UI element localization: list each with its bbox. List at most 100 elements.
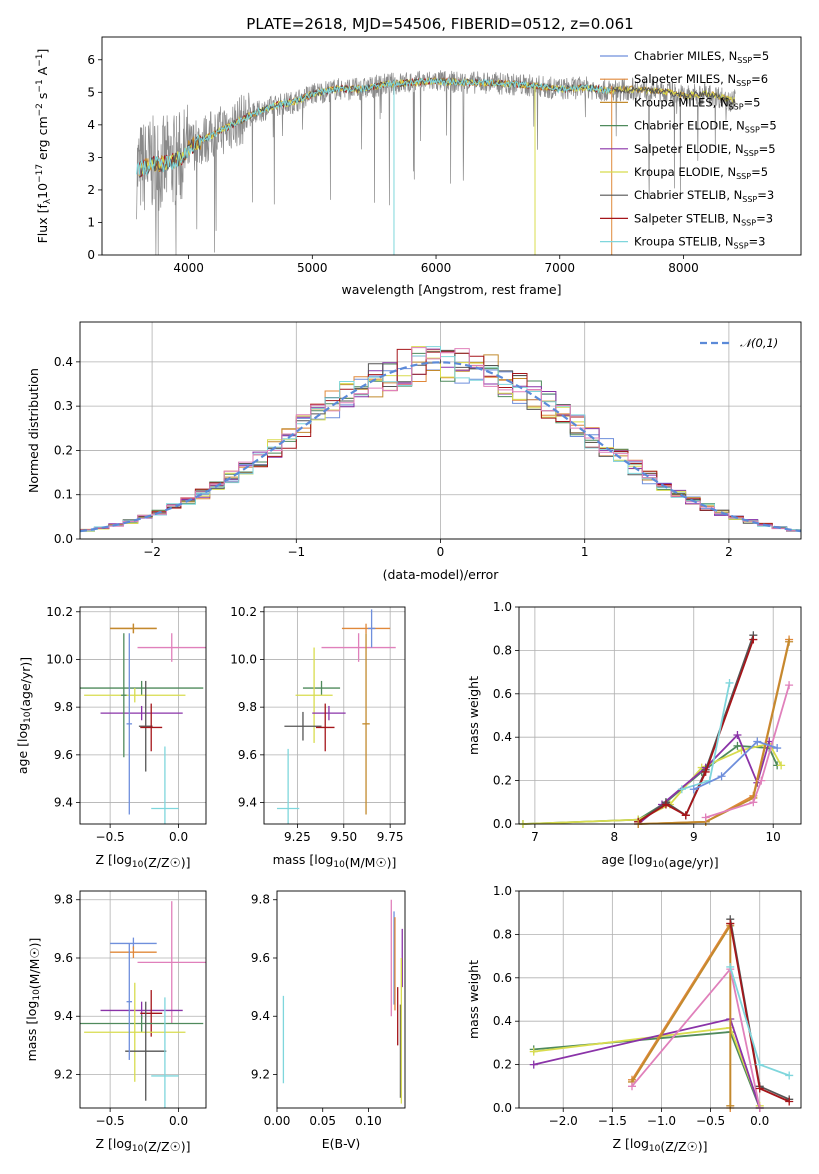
weight_vs_age-marker-4-4 <box>749 635 758 644</box>
mass_vs_Z-xtick-label-0: −0.5 <box>96 1114 125 1128</box>
weight_vs_age-series-4 <box>637 639 755 823</box>
spectrum-frame <box>101 36 802 256</box>
weight_vs_age-panel <box>515 606 801 828</box>
weight_vs_age-ytick-label-3: 0.6 <box>493 687 512 701</box>
residuals-hist-9 <box>80 347 801 532</box>
weight_vs_Z-marker-1-0 <box>529 1047 538 1056</box>
weight_vs_Z-ytick-label-5: 1.0 <box>493 884 512 898</box>
weight_vs_Z-marker-8-2 <box>785 1071 794 1080</box>
weight_vs_Z-marker-4-2 <box>726 1101 735 1110</box>
weight_vs_age-ytick-label-2: 0.4 <box>493 730 512 744</box>
weight_vs_Z-ytick-label-1: 0.2 <box>493 1058 512 1072</box>
spectrum-ytick-label-4: 4 <box>87 118 95 132</box>
weight_vs_Z-xtick-label-1: −1.5 <box>598 1114 627 1128</box>
weight_vs_age-ylabel: mass weight <box>466 676 481 755</box>
spectrum-panel <box>98 59 684 259</box>
mass_vs_ebv-ytick-label-1: 9.4 <box>251 1009 270 1023</box>
spectrum-ytick-label-2: 2 <box>87 183 95 197</box>
weight_vs_Z-series-3 <box>631 920 732 1108</box>
residuals-xtick-label-1: −1 <box>287 545 305 559</box>
residuals-ytick-label-1: 0.1 <box>54 488 73 502</box>
weight_vs_Z-marker-7-2 <box>785 1097 794 1106</box>
weight_vs_Z-marker-8-1 <box>755 1060 764 1069</box>
weight_vs_age-frame <box>518 606 802 825</box>
spectrum-xtick-label-3: 7000 <box>544 261 575 275</box>
weight_vs_Z-xtick-label-0: −2.0 <box>549 1114 578 1128</box>
residuals-ytick-label-0: 0.0 <box>54 532 73 546</box>
age_vs_mass-xtick-label-1: 9.50 <box>330 830 357 844</box>
age_vs_mass-ytick-label-0: 9.4 <box>238 796 257 810</box>
weight_vs_Z-marker-2-0 <box>529 1060 538 1069</box>
age_vs_Z-frame <box>79 606 207 825</box>
residuals-hist-5 <box>80 346 801 532</box>
weight_vs_Z-marker-8-0 <box>726 962 735 971</box>
weight_vs_Z-ytick-label-4: 0.8 <box>493 927 512 941</box>
weight_vs_age-marker-4-1 <box>661 800 670 809</box>
residuals-ytick-label-3: 0.3 <box>54 399 73 413</box>
weight_vs_age-marker-9-1 <box>717 772 726 781</box>
age_vs_mass-xlabel: mass [log10(M/M☉)] <box>273 852 397 870</box>
mass_vs_ebv-xtick-label-2: 0.10 <box>355 1114 382 1128</box>
weight_vs_age-xtick-label-1: 8 <box>611 830 619 844</box>
weight_vs_age-marker-2-3 <box>733 731 742 740</box>
spectrum-ytick-label-3: 3 <box>87 150 95 164</box>
weight_vs_Z-series-4 <box>631 922 732 1106</box>
mass_vs_Z-xtick-label-1: 0.0 <box>169 1114 188 1128</box>
spectrum-legend-label-8: Kroupa STELIB, NSSP=3 <box>634 235 765 251</box>
age_vs_Z-ytick-label-4: 10.2 <box>46 605 73 619</box>
mass_vs_ebv-xtick-label-1: 0.05 <box>309 1114 336 1128</box>
age_vs_Z-panel <box>76 607 206 828</box>
weight_vs_age-marker-9-0 <box>689 785 698 794</box>
spectrum-xtick-label-2: 6000 <box>421 261 452 275</box>
weight_vs_age-marker-0-4 <box>733 741 742 750</box>
residuals-xtick-label-3: 1 <box>581 545 589 559</box>
weight_vs_age-series-8 <box>705 684 790 819</box>
residuals-ytick-label-2: 0.2 <box>54 443 73 457</box>
weight_vs_age-series-6 <box>638 639 790 825</box>
spectrum-xtick-label-1: 5000 <box>297 261 328 275</box>
spectrum-legend-label-5: Kroupa ELODIE, NSSP=5 <box>634 165 768 181</box>
age_vs_mass-panel <box>260 607 405 828</box>
age_vs_mass-ytick-label-1: 9.6 <box>238 748 257 762</box>
mass_vs_ebv-xlabel: E(B-V) <box>322 1136 361 1151</box>
age_vs_Z-ytick-label-2: 9.8 <box>54 700 73 714</box>
age_vs_Z-ytick-label-3: 10.0 <box>46 652 73 666</box>
residuals-normal-curve <box>79 361 802 533</box>
weight_vs_age-marker-9-2 <box>753 737 762 746</box>
residuals-xtick-label-4: 2 <box>725 545 733 559</box>
mass_vs_ebv-frame <box>276 890 406 1109</box>
mass_vs_Z-panel <box>76 891 206 1112</box>
mass_vs_Z-frame <box>79 890 207 1109</box>
weight_vs_age-marker-4-3 <box>701 767 710 776</box>
mass_vs_Z-ytick-label-2: 9.6 <box>54 951 73 965</box>
weight_vs_age-ytick-label-0: 0.0 <box>493 817 512 831</box>
spectrum-legend-label-6: Chabrier STELIB, NSSP=3 <box>634 188 774 204</box>
weight_vs_Z-marker-7-0 <box>726 919 735 928</box>
residuals-ytick-label-4: 0.4 <box>54 355 73 369</box>
weight_vs_age-xtick-label-3: 10 <box>766 830 781 844</box>
mass_vs_Z-ytick-label-0: 9.2 <box>54 1068 73 1082</box>
weight_vs_age-xtick-label-0: 7 <box>531 830 539 844</box>
residuals-legend-label: 𝒩(0,1) <box>740 336 778 350</box>
weight_vs_Z-xlabel: Z [log10(Z/Z☉)] <box>612 1136 707 1154</box>
weight_vs_Z-xtick-label-4: 0.0 <box>750 1114 769 1128</box>
spectrum-legend-label-3: Chabrier ELODIE, NSSP=5 <box>634 119 777 135</box>
weight_vs_age-marker-8-2 <box>757 776 766 785</box>
weight_vs_age-marker-4-2 <box>681 811 690 820</box>
spectrum-data-line <box>136 70 736 255</box>
weight_vs_age-series-0 <box>522 744 779 825</box>
weight_vs_age-xtick-label-2: 9 <box>690 830 698 844</box>
mass_vs_Z-xlabel: Z [log10(Z/Z☉)] <box>95 1136 190 1154</box>
mass_vs_ebv-panel <box>273 899 369 1112</box>
mass_vs_ebv-ytick-label-0: 9.2 <box>251 1068 270 1082</box>
spectrum-legend-label-2: Kroupa MILES, NSSP=5 <box>634 95 760 111</box>
weight_vs_Z-ytick-label-2: 0.4 <box>493 1014 512 1028</box>
spectrum-model-4 <box>136 76 612 177</box>
spectrum-legend-label-1: Salpeter MILES, NSSP=6 <box>634 72 768 88</box>
spectrum-ytick-label-5: 5 <box>87 85 95 99</box>
age_vs_mass-ytick-label-4: 10.2 <box>230 605 257 619</box>
spectrum-legend-label-0: Chabrier MILES, NSSP=5 <box>634 49 769 65</box>
weight_vs_Z-ylabel: mass weight <box>466 960 481 1039</box>
weight_vs_age-ytick-label-4: 0.8 <box>493 643 512 657</box>
age_vs_Z-ytick-label-1: 9.6 <box>54 748 73 762</box>
